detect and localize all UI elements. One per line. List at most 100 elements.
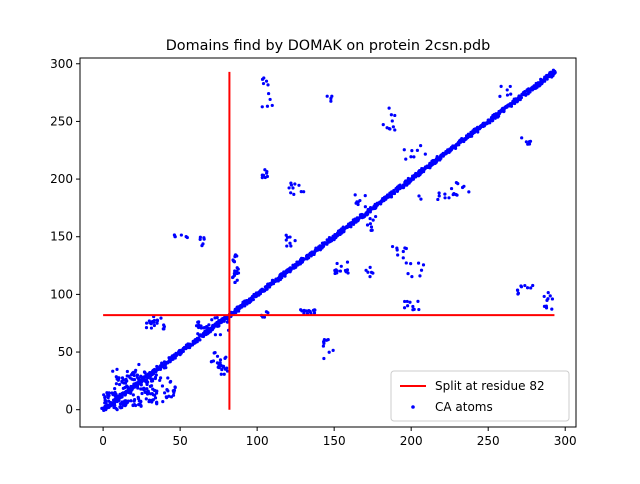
ca-atom-point (207, 323, 211, 327)
ca-atom-point (421, 263, 426, 267)
ca-atom-point (128, 391, 133, 395)
ca-atom-point (451, 192, 455, 197)
ca-atom-point (302, 190, 306, 194)
ca-atom-point (139, 374, 143, 378)
ca-atom-point (370, 207, 374, 211)
ca-atom-point (154, 401, 159, 405)
ca-atom-point (525, 286, 530, 290)
ca-atom-point (265, 174, 269, 179)
ca-atom-point (403, 299, 407, 304)
ca-atom-point (345, 260, 350, 264)
chart-title: Domains find by DOMAK on protein 2csn.pd… (166, 38, 491, 54)
ca-atom-point (363, 194, 367, 198)
ca-atom-point (196, 320, 200, 324)
ca-atom-point (112, 401, 117, 405)
ca-atom-point (497, 112, 501, 116)
ca-atom-point (402, 148, 406, 152)
ca-atom-point (531, 85, 535, 89)
ca-atom-point (312, 311, 317, 315)
ca-atom-point (196, 332, 200, 336)
ca-atom-point (136, 377, 141, 381)
ca-atom-point (213, 333, 218, 337)
ca-atom-point (219, 372, 223, 376)
ca-atom-point (155, 321, 159, 325)
ca-atom-point (146, 390, 150, 395)
ca-atom-point (153, 375, 158, 380)
ca-atom-point (325, 94, 329, 98)
ca-atom-point (160, 384, 165, 388)
axes-frame (79, 57, 577, 428)
ca-atom-point (164, 366, 168, 370)
ca-atom-point (149, 322, 153, 326)
ca-atom-point (284, 238, 288, 242)
ca-atom-point (449, 186, 454, 191)
ca-atom-point (139, 404, 143, 408)
legend: Split at residue 82 CA atoms (390, 370, 570, 422)
ca-atom-point (381, 123, 385, 127)
ca-atom-point (129, 399, 133, 403)
ca-atom-point (401, 183, 406, 187)
ca-atom-point (368, 216, 372, 221)
ca-atom-point (212, 351, 216, 355)
ca-atom-point (225, 369, 230, 373)
ca-atom-point (281, 273, 285, 277)
ca-atom-point (520, 136, 524, 140)
ca-atom-point (447, 196, 451, 200)
ca-atom-point (230, 275, 235, 280)
ca-atom-point (364, 268, 368, 272)
ca-atom-point (132, 373, 136, 378)
ca-atom-point (368, 222, 372, 226)
ca-atom-point (390, 244, 395, 249)
ca-atom-point (289, 181, 293, 185)
ca-atom-point (134, 382, 138, 386)
ca-atom-point (508, 84, 512, 89)
y-tick-label: 250 (50, 114, 73, 128)
ca-atom-point (130, 387, 134, 391)
ca-atom-point (523, 283, 527, 288)
ca-atom-point (546, 297, 550, 301)
ca-atom-point (288, 241, 292, 245)
ca-atom-point (125, 374, 129, 378)
ca-atom-point (173, 385, 177, 390)
ca-atom-point (130, 377, 134, 381)
ca-atom-point (551, 68, 556, 72)
ca-atom-point (299, 190, 303, 194)
ca-atom-point (416, 261, 421, 265)
ca-atom-point (297, 260, 301, 264)
ca-atom-point (161, 400, 165, 404)
y-tick-label: 300 (50, 57, 73, 71)
ca-atom-point (158, 376, 163, 380)
ca-atom-point (217, 361, 221, 366)
ca-atom-point (329, 96, 333, 101)
ca-atom-point (150, 377, 155, 381)
ca-atom-point (368, 275, 372, 279)
ca-atom-point (366, 207, 370, 212)
ca-atom-point (202, 236, 206, 240)
ca-atom-point (505, 88, 509, 92)
ca-atom-point (288, 235, 292, 239)
ca-atom-point (285, 244, 289, 248)
ca-atom-point (264, 79, 269, 83)
ca-atom-point (396, 253, 400, 257)
ca-atom-point (158, 367, 163, 372)
ca-atom-point (404, 261, 408, 265)
ca-atom-point (154, 391, 159, 395)
ca-atom-point (161, 327, 165, 331)
y-tick-label: 200 (50, 172, 73, 186)
ca-atom-point (338, 269, 343, 273)
ca-atom-point (391, 125, 395, 129)
ca-atom-point (423, 152, 427, 156)
x-tick-label: 100 (246, 434, 269, 448)
ca-atom-point (158, 378, 162, 383)
ca-atom-point (355, 200, 359, 204)
ca-atom-point (144, 326, 149, 330)
ca-atom-point (159, 316, 163, 320)
ca-atom-point (107, 404, 111, 408)
ca-atom-point (550, 307, 554, 311)
ca-atom-point (393, 128, 397, 132)
x-tick-label: 250 (477, 434, 500, 448)
ca-atom-point (446, 150, 450, 154)
x-tick-label: 50 (172, 434, 187, 448)
ca-atom-point (371, 218, 375, 222)
